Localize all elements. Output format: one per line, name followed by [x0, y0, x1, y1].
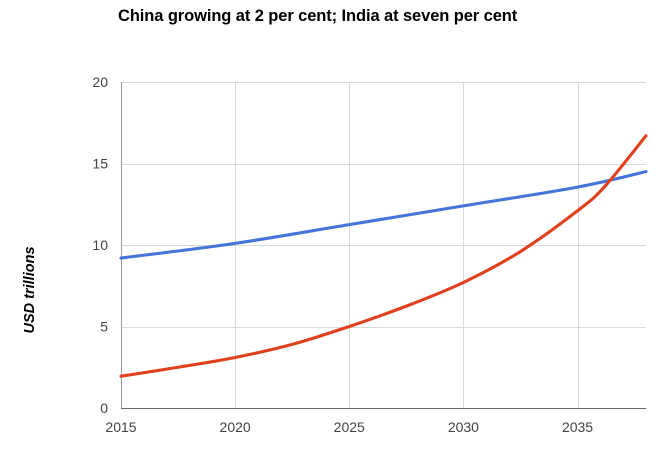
horizontal-gridlines [121, 82, 646, 409]
x-tick-label: 2030 [448, 419, 479, 435]
y-tick-label: 0 [100, 400, 108, 416]
y-axis-title: USD trillions [22, 246, 38, 333]
y-tick-label: 5 [100, 319, 108, 335]
y-axis-tick-labels: 0 5 10 15 20 [92, 74, 108, 416]
x-tick-label: 2015 [105, 419, 136, 435]
series-line-india [119, 134, 648, 378]
vertical-gridlines [121, 82, 579, 408]
chart-title: China growing at 2 per cent; India at se… [118, 7, 518, 25]
y-tick-label: 15 [92, 156, 108, 172]
x-axis-tick-labels: 2015 2020 2025 2030 2035 [105, 419, 593, 435]
series-line-china [119, 170, 648, 260]
y-tick-label: 20 [92, 74, 108, 90]
axis-lines [121, 82, 646, 410]
y-tick-label: 10 [92, 237, 108, 253]
x-tick-label: 2025 [334, 419, 365, 435]
x-tick-label: 2035 [562, 419, 593, 435]
data-series-group [119, 134, 648, 378]
x-tick-label: 2020 [220, 419, 251, 435]
